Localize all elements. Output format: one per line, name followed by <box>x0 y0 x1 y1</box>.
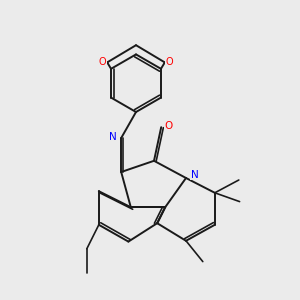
Text: O: O <box>166 57 173 67</box>
Text: O: O <box>99 57 106 67</box>
Text: O: O <box>164 121 172 130</box>
Text: N: N <box>191 170 199 180</box>
Text: N: N <box>109 132 117 142</box>
